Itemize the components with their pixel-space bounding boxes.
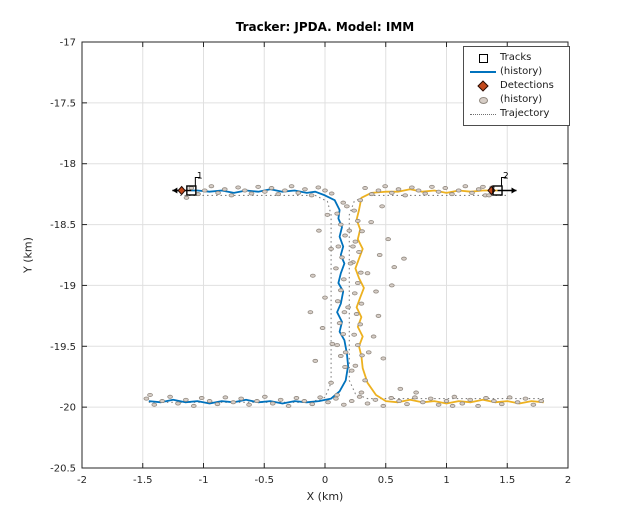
- legend-label: Trajectory: [500, 108, 550, 119]
- track-head-1: 1: [172, 171, 203, 196]
- svg-text:-18: -18: [60, 159, 76, 170]
- svg-text:-17: -17: [60, 38, 76, 49]
- legend-item-trajectory: Trajectory: [466, 107, 567, 121]
- svg-text:2: 2: [565, 475, 571, 486]
- svg-text:-1.5: -1.5: [133, 475, 153, 486]
- svg-text:1.5: 1.5: [499, 475, 515, 486]
- legend-item-tracks: Tracks: [466, 51, 567, 65]
- track-2-history-line: [354, 188, 544, 405]
- svg-text:0: 0: [322, 475, 328, 486]
- square-icon: [466, 53, 500, 63]
- svg-text:-19: -19: [60, 281, 76, 292]
- gray-dot-icon: [466, 96, 500, 104]
- current-detection-diamond: [177, 185, 186, 196]
- legend-label: (history): [500, 66, 543, 77]
- legend-item-detections: Detections: [466, 79, 567, 93]
- x-tick-labels: -2 -1.5 -1 -0.5 0 0.5 1 1.5 2: [77, 475, 571, 486]
- track-1-history-line: [148, 188, 350, 405]
- svg-text:-19.5: -19.5: [50, 342, 76, 353]
- svg-text:-18.5: -18.5: [50, 220, 76, 231]
- svg-text:-20.5: -20.5: [50, 464, 76, 475]
- svg-text:0.5: 0.5: [378, 475, 394, 486]
- dotted-line-icon: [466, 113, 500, 115]
- truth-trajectory-1: [148, 194, 332, 403]
- blue-line-icon: [466, 71, 500, 73]
- svg-text:-20: -20: [60, 403, 76, 414]
- legend: Tracks (history) Detections (history) Tr…: [463, 46, 570, 126]
- svg-text:-0.5: -0.5: [254, 475, 274, 486]
- detection-history-dots: [143, 184, 545, 408]
- svg-text:-17.5: -17.5: [50, 98, 76, 109]
- plot-title: Tracker: JPDA. Model: IMM: [235, 20, 415, 34]
- svg-text:-2: -2: [77, 475, 87, 486]
- y-tick-labels: -17 -17.5 -18 -18.5 -19 -19.5 -20 -20.5: [50, 38, 76, 475]
- track-square-marker: [492, 185, 503, 196]
- track-id-label: 2: [503, 171, 509, 181]
- x-axis-label: X (km): [306, 490, 344, 503]
- track-head-2: 2: [487, 171, 517, 196]
- legend-label: (history): [500, 94, 543, 105]
- legend-item-detections-history: (history): [466, 93, 567, 107]
- legend-label: Tracks: [500, 52, 532, 63]
- track-square-marker: [186, 185, 197, 196]
- svg-text:-1: -1: [199, 475, 209, 486]
- diamond-icon: [466, 80, 500, 92]
- track-id-label: 1: [197, 171, 203, 181]
- svg-text:1: 1: [443, 475, 449, 486]
- legend-label: Detections: [500, 80, 554, 91]
- legend-item-tracks-history: (history): [466, 65, 567, 79]
